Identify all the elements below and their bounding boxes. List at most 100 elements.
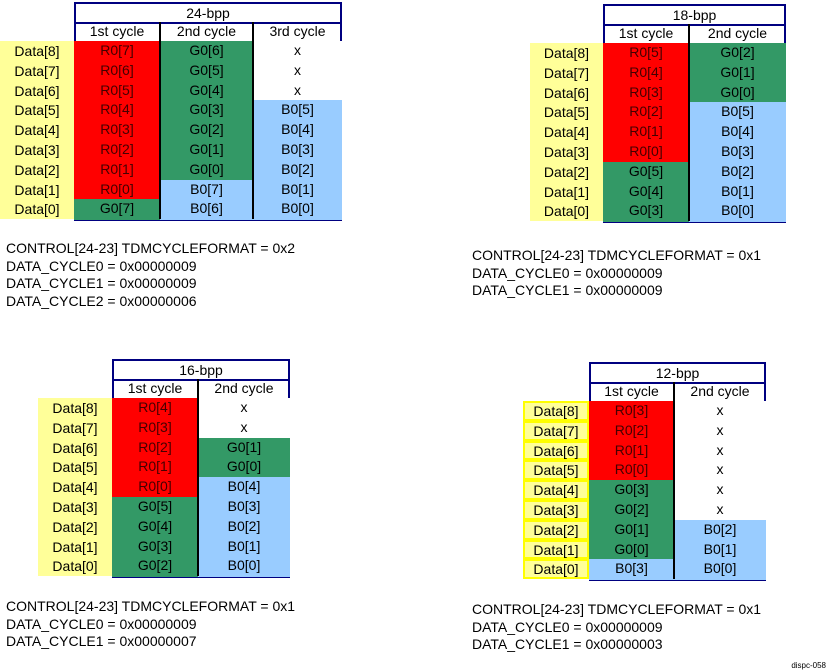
bit-cell: G0[0]: [689, 82, 786, 103]
bit-cell: x: [674, 420, 766, 442]
row-labels: Data[8] Data[7] Data[6] Data[5] Data[4] Data[…: [523, 401, 589, 580]
bit-cell: R0[5]: [74, 80, 160, 101]
register-setting-line: DATA_CYCLE0 = 0x00000009: [472, 618, 663, 635]
bit-cell: x: [674, 500, 766, 521]
column-header: 1st cycle: [127, 380, 183, 396]
bit-cell: G0[5]: [603, 161, 689, 183]
cycle-column: x x x x x x B0[2] B0[1] B0[0]: [674, 401, 766, 580]
register-setting-line: CONTROL[24-23] TDMCYCLEFORMAT = 0x1: [472, 601, 762, 617]
bit-cell: G0[3]: [160, 100, 253, 121]
bit-cell: G0[1]: [198, 437, 290, 458]
table-18-bpp: 18-bpp 1st cycle R0[5] R0[4] R0[3] R0[2] R0[1]…: [603, 4, 786, 224]
bit-cell: G0[2]: [112, 556, 198, 577]
cycle-column: x x x B0[5] B0[4] B0[3] B0[2] B0[1] B0[0]: [253, 41, 342, 220]
column-header: 3rd cycle: [269, 23, 326, 39]
row-label: Data[6]: [543, 84, 590, 101]
cycle-column: R0[5] R0[4] R0[3] R0[2] R0[1] R0[0] G0[5] G0[4]…: [603, 43, 689, 222]
bit-cell: B0[2]: [198, 516, 290, 538]
row-label: Data[8]: [523, 401, 589, 421]
bit-cell: B0[4]: [253, 120, 342, 141]
register-settings: CONTROL[24-23] TDMCYCLEFORMAT = 0x2 DATA_…: [6, 240, 295, 310]
bit-cell: B0[0]: [689, 201, 786, 222]
cycle-column: x x G0[1] G0[0] B0[4] B0[3] B0[2] B0[1] B0[0]: [198, 398, 290, 577]
bit-cell: B0[0]: [198, 556, 290, 577]
table-12-bpp: 12-bpp 1st cycle R0[3] R0[2] R0[1] R0[0] G0[3]…: [589, 362, 766, 582]
row-label: Data[3]: [543, 144, 590, 160]
row-label: Data[1]: [543, 183, 590, 200]
bit-cell: B0[1]: [689, 181, 786, 202]
bit-cell: R0[2]: [74, 140, 160, 161]
column-divider: [688, 24, 690, 222]
bit-cell: R0[5]: [603, 43, 689, 64]
bit-cell: R0[3]: [74, 120, 160, 141]
bit-cell: R0[0]: [112, 477, 198, 498]
column-divider: [252, 22, 254, 220]
column-header: 2nd cycle: [176, 23, 237, 39]
bit-cell: R0[3]: [603, 82, 689, 103]
bit-cell: B0[1]: [198, 536, 290, 557]
bit-cell: G0[0]: [589, 539, 674, 560]
bit-cell: B0[1]: [253, 179, 342, 200]
bit-cell: G0[3]: [603, 201, 689, 222]
row-label: Data[2]: [543, 163, 590, 180]
bit-cell: x: [674, 440, 766, 461]
bit-cell: B0[2]: [689, 161, 786, 183]
register-settings: CONTROL[24-23] TDMCYCLEFORMAT = 0x1 DATA_…: [6, 598, 295, 651]
bit-cell: G0[2]: [589, 500, 674, 521]
bit-cell: B0[2]: [674, 519, 766, 541]
row-labels: Data[8] Data[7] Data[6] Data[5] Data[4] Data[…: [530, 43, 603, 222]
column-header: 2nd cycle: [690, 383, 750, 399]
register-setting-line: DATA_CYCLE2 = 0x00000006: [6, 292, 197, 309]
cycle-column: R0[4] R0[3] R0[2] R0[1] R0[0] G0[5] G0[4] G0[3]…: [112, 398, 198, 577]
table-title: 18-bpp: [605, 6, 784, 26]
row-label: Data[1]: [52, 538, 98, 555]
bit-cell: R0[7]: [74, 41, 160, 62]
row-label: Data[5]: [14, 102, 60, 119]
row-label: Data[0]: [543, 203, 590, 220]
bit-cell: G0[5]: [112, 497, 198, 518]
figure-id: dispc-058: [791, 661, 826, 670]
column-header: 1st cycle: [89, 23, 145, 39]
cycle-column: G0[6] G0[5] G0[4] G0[3] G0[2] G0[1] G0[0] B0[7]…: [160, 41, 253, 220]
bit-cell: R0[1]: [589, 440, 674, 461]
row-label: Data[2]: [523, 519, 589, 540]
row-label: Data[6]: [52, 439, 98, 456]
bit-cell: R0[2]: [603, 102, 689, 123]
bit-cell: B0[4]: [198, 477, 290, 498]
row-label: Data[4]: [52, 479, 98, 496]
bit-cell: B0[4]: [689, 122, 786, 143]
bit-cell: R0[6]: [74, 60, 160, 82]
register-setting-line: DATA_CYCLE1 = 0x00000007: [6, 633, 197, 649]
register-setting-line: DATA_CYCLE1 = 0x00000003: [472, 636, 663, 652]
bit-cell: R0[3]: [589, 401, 674, 422]
register-setting-line: DATA_CYCLE0 = 0x00000009: [6, 615, 197, 632]
cycle-column: R0[7] R0[6] R0[5] R0[4] R0[3] R0[2] R0[1] R0[0]…: [74, 41, 160, 220]
bit-cell: R0[2]: [112, 437, 198, 458]
column-divider: [159, 22, 161, 220]
bit-cell: G0[0]: [160, 159, 253, 181]
bit-cell: B0[7]: [160, 179, 253, 200]
bit-cell: x: [253, 41, 342, 62]
register-setting-line: DATA_CYCLE0 = 0x00000009: [6, 257, 197, 274]
table-title: 12-bpp: [591, 364, 764, 384]
bit-cell: R0[0]: [74, 179, 160, 200]
row-label: Data[5]: [523, 460, 589, 481]
bit-cell: G0[6]: [160, 41, 253, 62]
row-label: Data[4]: [543, 124, 590, 141]
row-label: Data[6]: [523, 440, 589, 461]
bit-cell: B0[2]: [253, 159, 342, 181]
bit-cell: G0[7]: [74, 199, 160, 220]
bit-cell: B0[0]: [253, 199, 342, 220]
bit-cell: R0[4]: [603, 62, 689, 84]
bit-cell: B0[3]: [253, 140, 342, 161]
bit-cell: G0[0]: [198, 457, 290, 478]
cycle-column: R0[3] R0[2] R0[1] R0[0] G0[3] G0[2] G0[1] G0[0]…: [589, 401, 674, 580]
bit-cell: G0[2]: [689, 43, 786, 64]
row-label: Data[3]: [52, 499, 98, 515]
row-label: Data[1]: [14, 181, 60, 198]
bit-cell: B0[5]: [689, 102, 786, 123]
bit-cell: B0[6]: [160, 199, 253, 220]
table-16-bpp: 16-bpp 1st cycle R0[4] R0[3] R0[2] R0[1] R0[0]…: [112, 359, 290, 579]
column-divider: [673, 382, 675, 580]
column-header: 2nd cycle: [214, 380, 274, 396]
